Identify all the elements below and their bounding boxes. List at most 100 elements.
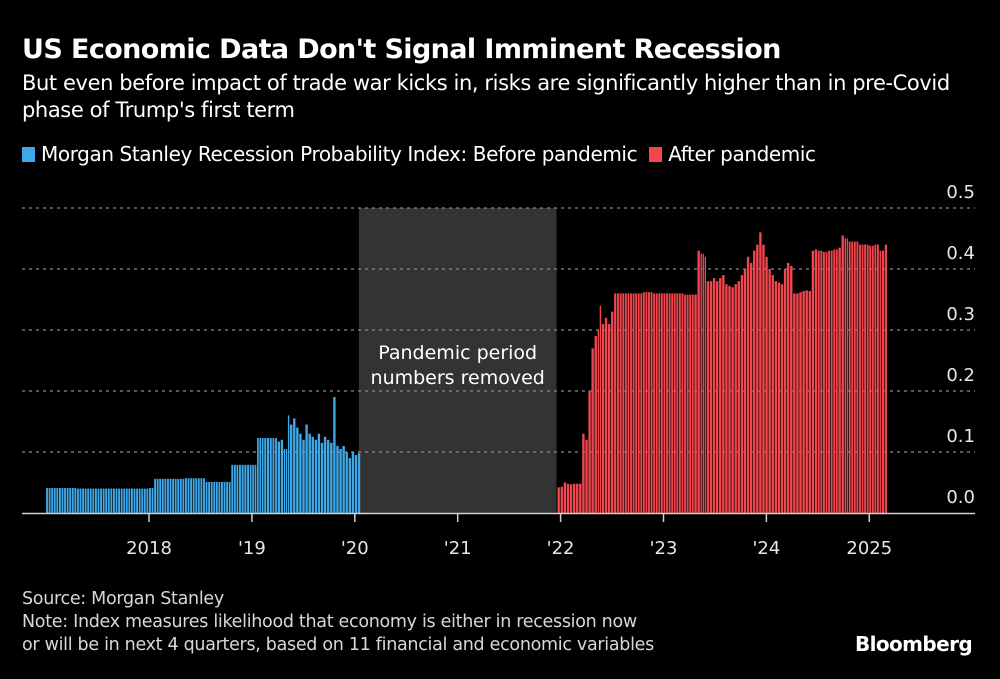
x-tick-label: '23	[650, 538, 678, 559]
bar-after-pandemic	[668, 293, 671, 513]
bar-before-pandemic	[239, 464, 241, 513]
bar-after-pandemic	[740, 275, 744, 513]
legend-item-after-pandemic: After pandemic	[649, 142, 816, 166]
bar-before-pandemic	[149, 487, 151, 513]
bar-before-pandemic	[190, 478, 193, 513]
bar-before-pandemic	[311, 436, 314, 513]
y-tick-label: 0.3	[946, 304, 975, 325]
bar-after-pandemic	[879, 250, 881, 513]
bar-before-pandemic	[154, 478, 157, 513]
legend-label-after: After pandemic	[668, 142, 816, 166]
source-note: Source: Morgan Stanley	[22, 589, 224, 609]
bar-before-pandemic	[305, 424, 308, 513]
bar-before-pandemic	[302, 439, 305, 513]
bar-before-pandemic	[336, 445, 339, 513]
bar-before-pandemic	[92, 488, 95, 513]
bar-before-pandemic	[58, 487, 61, 513]
x-tick-label: '20	[341, 538, 369, 559]
y-tick-label: 0.0	[946, 487, 975, 508]
bar-before-pandemic	[342, 445, 345, 513]
bar-after-pandemic	[673, 293, 676, 513]
bar-after-pandemic	[814, 249, 818, 514]
bar-before-pandemic	[53, 487, 56, 513]
bar-before-pandemic	[261, 437, 264, 513]
bar-after-pandemic	[719, 278, 722, 513]
bar-after-pandemic	[678, 293, 681, 513]
bar-after-pandemic	[691, 294, 694, 513]
bar-before-pandemic	[203, 478, 205, 513]
legend-label-before: Morgan Stanley Recession Probability Ind…	[41, 142, 638, 166]
bar-after-pandemic	[686, 294, 689, 513]
bar-after-pandemic	[666, 293, 668, 513]
bar-after-pandemic	[802, 290, 805, 513]
bar-before-pandemic	[264, 437, 267, 513]
bar-before-pandemic	[48, 487, 51, 513]
bar-before-pandemic	[210, 481, 213, 513]
bar-before-pandemic	[61, 487, 64, 513]
legend-item-before-pandemic: Morgan Stanley Recession Probability Ind…	[22, 142, 638, 166]
chart-subtitle: But even before impact of trade war kick…	[22, 71, 950, 122]
bar-before-pandemic	[192, 478, 195, 513]
bar-before-pandemic	[223, 481, 226, 513]
legend-swatch-after	[649, 146, 663, 162]
bar-after-pandemic	[653, 293, 656, 513]
bar-before-pandemic	[287, 415, 290, 513]
bar-after-pandemic	[704, 256, 707, 513]
bar-after-pandemic	[808, 290, 811, 513]
bar-after-pandemic	[877, 244, 879, 513]
bar-after-pandemic	[591, 348, 594, 513]
bar-after-pandemic	[830, 250, 833, 513]
bar-before-pandemic	[269, 437, 272, 513]
bar-after-pandemic	[689, 294, 692, 513]
bar-after-pandemic	[774, 281, 778, 513]
bar-after-pandemic	[627, 293, 630, 513]
bar-before-pandemic	[333, 397, 336, 513]
bar-before-pandemic	[254, 464, 257, 513]
bar-before-pandemic	[330, 442, 333, 513]
bar-after-pandemic	[790, 265, 793, 513]
bar-before-pandemic	[120, 488, 123, 513]
bar-after-pandemic	[771, 275, 774, 513]
bar-after-pandemic	[881, 250, 885, 513]
bar-after-pandemic	[853, 241, 856, 514]
bar-before-pandemic	[107, 488, 110, 513]
bar-before-pandemic	[296, 427, 299, 513]
bar-after-pandemic	[597, 330, 600, 513]
bar-after-pandemic	[722, 275, 725, 513]
bar-before-pandemic	[89, 488, 92, 513]
x-tick-label: '22	[547, 538, 575, 559]
bar-after-pandemic	[884, 244, 888, 513]
bar-after-pandemic	[749, 262, 753, 513]
bar-before-pandemic	[138, 488, 141, 513]
bar-before-pandemic	[123, 488, 126, 513]
bar-after-pandemic	[611, 311, 614, 513]
bar-after-pandemic	[856, 241, 859, 514]
bar-after-pandemic	[734, 284, 737, 513]
bar-before-pandemic	[185, 478, 187, 513]
footnote-line-2: or will be in next 4 quarters, based on …	[22, 635, 654, 655]
bar-before-pandemic	[275, 437, 277, 513]
bar-after-pandemic	[637, 293, 640, 513]
bar-before-pandemic	[69, 487, 72, 513]
bar-before-pandemic	[327, 439, 330, 513]
bar-after-pandemic	[579, 483, 582, 513]
bar-before-pandemic	[177, 478, 180, 513]
bar-before-pandemic	[105, 488, 108, 513]
bar-after-pandemic	[706, 281, 710, 513]
bar-after-pandemic	[828, 250, 831, 513]
bar-after-pandemic	[694, 294, 697, 513]
bar-after-pandemic	[702, 253, 704, 513]
bar-before-pandemic	[285, 448, 288, 513]
bar-after-pandemic	[582, 433, 585, 513]
bar-after-pandemic	[833, 249, 836, 514]
bar-after-pandemic	[759, 232, 762, 513]
bar-after-pandemic	[700, 253, 702, 513]
bar-before-pandemic	[46, 487, 48, 513]
bar-before-pandemic	[195, 478, 198, 513]
bar-after-pandemic	[844, 238, 846, 513]
bar-before-pandemic	[161, 478, 164, 513]
bar-before-pandemic	[156, 478, 159, 513]
bar-after-pandemic	[655, 293, 658, 513]
bar-before-pandemic	[146, 488, 149, 513]
